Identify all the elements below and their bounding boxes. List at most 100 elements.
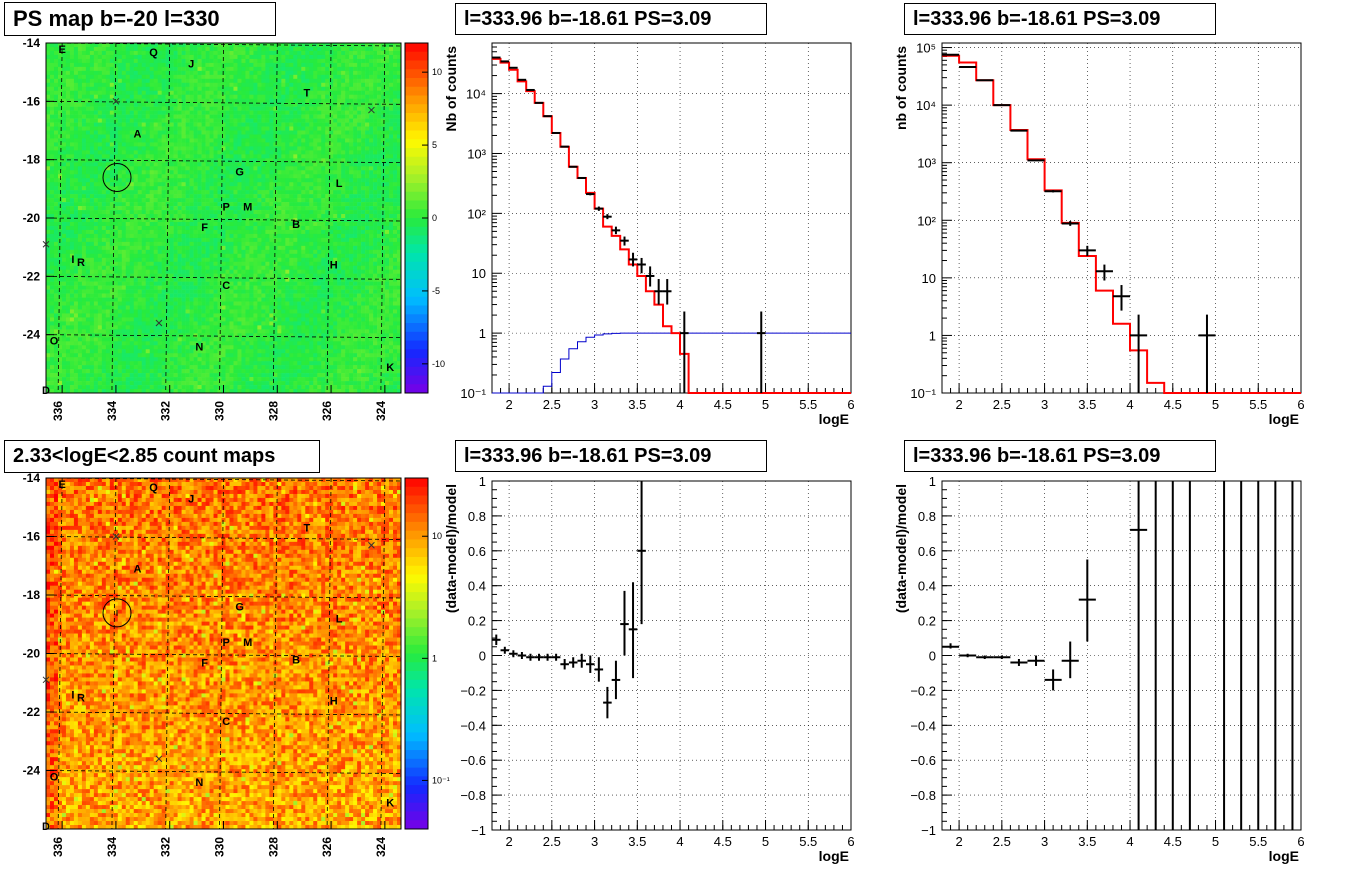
plot-frame [941,480,1302,831]
colorbar-cell [405,600,428,611]
colorbar-cell [405,244,428,254]
data-point [551,131,561,134]
data-point [959,653,977,658]
y-axis-title: (data-model)/model [443,484,459,613]
data-point [1078,245,1096,256]
map-x-tick-label: 336 [51,401,65,421]
colorbar-cell [405,209,428,219]
colorbar-cell [405,723,428,733]
colorbar-cell [405,305,428,315]
map-cross-marker [368,106,375,114]
data-point [1044,190,1062,193]
map-grid-line [45,653,402,657]
colorbar-cell [405,261,428,271]
source-label-E: E [58,479,65,491]
colorbar-cell [405,513,428,523]
map-grid-line [45,334,402,339]
x-tick-label: 3.5 [1078,834,1096,849]
colorbar-cell [405,331,428,341]
colorbar-tick-label: -5 [432,286,440,296]
source-label-T: T [304,88,311,100]
source-label-L: L [336,178,343,190]
data-point [500,646,510,654]
map-y-tick-label: -14 [23,36,41,50]
source-label-K: K [386,798,394,810]
x-tick-label: 2.5 [543,834,561,849]
colorbar-cell [405,478,428,488]
map-cross-marker [42,240,50,248]
colorbar-cell [405,750,428,760]
data-point [517,652,527,659]
map-grid-line [272,42,278,394]
x-tick-label: 2 [505,834,512,849]
colorbar-cell [405,314,428,324]
source-label-R: R [77,692,85,704]
colorbar-cell [405,375,428,385]
y-tick-label: 10² [467,206,486,221]
map-pixels [46,43,402,394]
y-tick-label: −1 [921,823,936,838]
data-point [637,257,646,274]
plot-3: 2 2.5 3 3.5 4 4.5 5 5.5 6 −1 −0.8 −0.6 −0.4 −0.2 0 0.2 0… [893,474,1305,864]
map-y-tick-label: -16 [23,94,41,108]
map-y-tick-label: -22 [23,705,41,719]
source-label-T: T [304,523,311,535]
y-tick-label: −0.2 [910,683,936,698]
y-tick-label: −0.8 [910,788,936,803]
x-tick-label: 2 [505,397,512,412]
map-x-tick-label: 324 [374,401,388,421]
map-y-tick-label: -20 [23,211,41,225]
colorbar-cell [405,165,428,175]
y-tick-label: 10 [472,266,486,281]
x-tick-label: 4.5 [1164,834,1182,849]
data-point [500,60,510,63]
data-point [993,655,1011,659]
colorbar-cell [405,86,428,96]
colorbar-cell [405,288,428,298]
data-point [603,214,612,220]
colorbar-cell [405,714,428,725]
colorbar-cell [405,785,428,795]
source-label-P: P [223,201,230,213]
x-tick-label: 5 [1212,834,1219,849]
map-grid-line [272,477,278,830]
data-point [1027,655,1045,666]
x-axis-title: logE [1269,411,1299,427]
x-tick-label: 3.5 [628,397,646,412]
colorbar-cell [405,741,428,751]
source-label-J: J [188,58,194,70]
colorbar-cell [405,358,428,368]
colorbar-cell [405,253,428,263]
data-point [577,176,587,179]
source-label-L: L [336,613,343,625]
exposure-histogram [492,332,851,394]
data-point [1061,221,1079,226]
data-point [620,236,629,246]
colorbar-cell [405,183,428,193]
data-point [568,657,578,668]
data-point [551,653,561,661]
model-histogram [492,57,851,394]
map-grid-line [326,477,332,830]
y-tick-label: 1 [479,474,486,489]
data-point [568,165,578,168]
data-point [594,657,604,682]
colorbar-cell [405,218,428,228]
data-point [620,590,629,656]
map-grid-line [165,477,171,830]
x-tick-label: 5 [762,834,769,849]
data-point [1027,159,1045,162]
data-point [1044,669,1062,691]
data-point [543,115,552,118]
source-label-D: D [42,821,50,833]
source-label-M: M [243,201,252,213]
colorbar-tick-label: 10 [432,531,442,541]
x-tick-label: 3.5 [1078,397,1096,412]
data-point [577,653,587,668]
y-tick-label: 1 [929,328,936,343]
source-label-H: H [330,695,338,707]
data-point [645,266,655,287]
map-title-counts: 2.33<logE<2.85 count maps [4,440,320,473]
x-tick-label: 3 [1041,834,1048,849]
colorbar-cell [405,104,428,114]
